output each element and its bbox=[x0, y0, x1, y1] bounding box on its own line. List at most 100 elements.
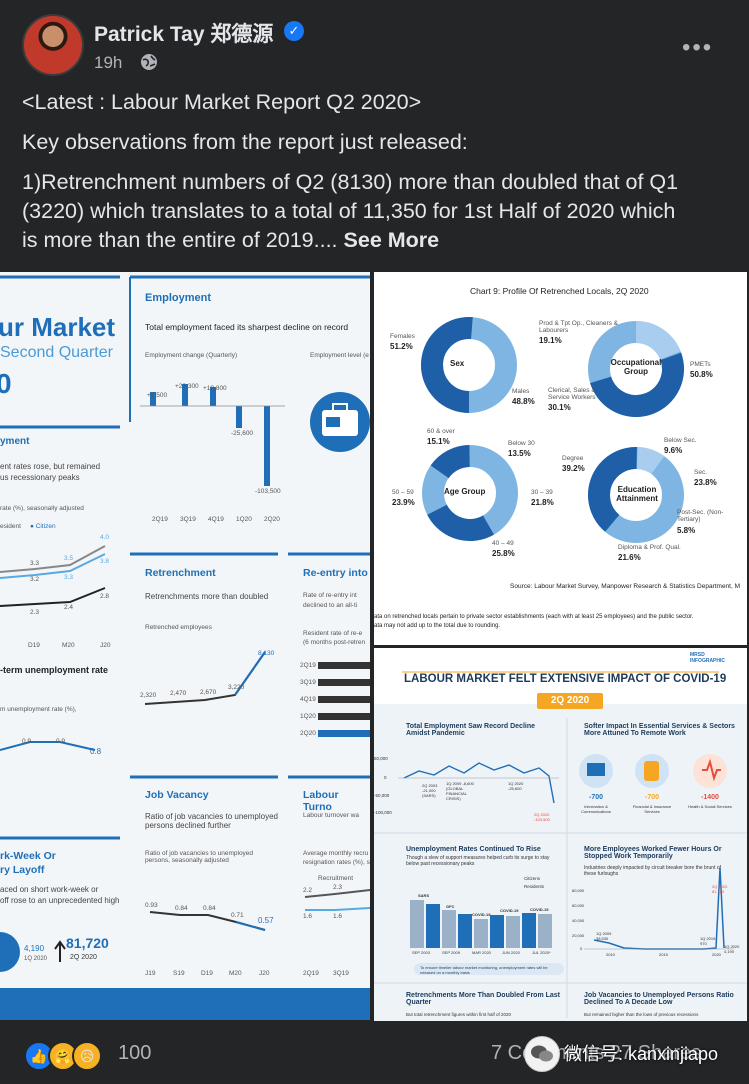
labour-market-infographic[interactable]: ur Market Second Quarter 0 Employment To… bbox=[0, 272, 370, 1020]
turnover-x: 2Q19 bbox=[303, 970, 319, 977]
covid-subtitle: 2Q 2020 bbox=[550, 695, 590, 706]
vacancy-value: 0.57 bbox=[258, 916, 274, 925]
s1-axis: 50,000 bbox=[374, 756, 388, 761]
unemployment-sub-3: rate (%), seasonally adjusted bbox=[0, 505, 84, 512]
s2-label: Health & Social Services bbox=[688, 804, 732, 809]
s1-annotation: 1Q 2009 -8,600 (GLOBAL FINANCIAL CRISIS) bbox=[446, 781, 474, 801]
turnover-value: 1.6 bbox=[333, 913, 343, 920]
chart9-source: Source: Labour Market Survey, Manpower R… bbox=[510, 583, 741, 590]
employment-level-label: Employment level (e bbox=[310, 352, 369, 359]
reaction-bar bbox=[0, 1024, 749, 1084]
post-time[interactable]: 19h bbox=[94, 53, 123, 72]
author-name[interactable]: Patrick Tay 郑德源 bbox=[94, 23, 274, 46]
turnover-value: 2.2 bbox=[303, 887, 313, 894]
s4-y: 80,000 bbox=[572, 888, 585, 893]
employment-subtitle: Total employment faced its sharpest decl… bbox=[145, 322, 349, 332]
reaction-count[interactable]: 100 bbox=[118, 1042, 152, 1064]
vacancy-value: 0.93 bbox=[145, 902, 158, 909]
s5-subtitle: But total retrenchment figures within fi… bbox=[406, 1012, 512, 1017]
reentry-q: 2Q20 bbox=[300, 730, 316, 737]
emp-value: +23,300 bbox=[175, 383, 199, 390]
unemp-value: 2.4 bbox=[64, 604, 74, 611]
s4-y: 0 bbox=[580, 946, 583, 951]
occ-clerical-name: Clerical, Sales & Service Workers bbox=[548, 387, 596, 401]
donut-sex-label: Sex bbox=[450, 359, 465, 368]
wechat-icon bbox=[524, 1036, 560, 1072]
employment-change-label: Employment change (Quarterly) bbox=[145, 352, 238, 359]
s3-x: MAR 2020 bbox=[472, 950, 491, 955]
sex-females-name: Females bbox=[390, 333, 415, 340]
donut-education-label: Education Attainment bbox=[616, 485, 658, 503]
labour-turnover-heading: Labour Turno bbox=[303, 789, 339, 813]
vacancy-value: 0.84 bbox=[203, 905, 216, 912]
edu-sec-name: Sec. bbox=[694, 469, 708, 476]
s3-subtitle: Though a slew of support measures helped… bbox=[406, 855, 550, 867]
author-avatar[interactable] bbox=[22, 14, 84, 76]
more-options-button[interactable]: ••• bbox=[682, 34, 714, 61]
s3-tag: COVID-19 bbox=[530, 907, 549, 912]
edu-degree-value: 39.2% bbox=[562, 464, 585, 473]
vacancy-x: M20 bbox=[229, 970, 242, 977]
post-line-1: <Latest : Labour Market Report Q2 2020> bbox=[22, 90, 422, 114]
vacancy-x: J20 bbox=[259, 970, 270, 977]
age-40-49-value: 25.8% bbox=[492, 549, 515, 558]
vacancy-x: J19 bbox=[145, 970, 156, 977]
reentry-q: 3Q19 bbox=[300, 679, 316, 686]
occ-pmets-name: PMETs bbox=[690, 361, 711, 368]
turnover-value: 1.6 bbox=[303, 913, 313, 920]
s2-label: Financial & Insurance Services bbox=[632, 804, 672, 814]
job-vacancy-label: Ratio of job vacancies to unemployed per… bbox=[145, 850, 254, 864]
s4-title: More Employees Worked Fewer Hours Or Sto… bbox=[584, 846, 722, 860]
vacancy-x: S19 bbox=[173, 970, 185, 977]
workweek-small-quarter: 1Q 2020 bbox=[24, 956, 48, 962]
emp-value: -25,600 bbox=[231, 430, 254, 437]
unemployment-sub-2: us recessionary peaks bbox=[0, 473, 80, 482]
retrenchment-sub: Retrenchments more than doubled bbox=[145, 592, 269, 601]
unemp-x: J20 bbox=[100, 642, 111, 649]
longterm-value: 0.8 bbox=[90, 747, 102, 756]
unemp-value: 2.8 bbox=[100, 593, 110, 600]
emp-quarter: 2Q20 bbox=[264, 516, 280, 523]
covid-impact-infographic[interactable]: MRSD INFOGRAPHIC LABOUR MARKET FELT EXTE… bbox=[374, 648, 747, 1021]
s3-tag: COVID-19 bbox=[500, 908, 519, 913]
edu-degree-name: Degree bbox=[562, 455, 584, 462]
covid-title: LABOUR MARKET FELT EXTENSIVE IMPACT OF C… bbox=[404, 673, 727, 685]
longterm-value: 0.9 bbox=[22, 738, 32, 745]
emp-quarter: 1Q20 bbox=[236, 516, 252, 523]
title-part-3: 0 bbox=[0, 368, 12, 399]
s5-title: Retrenchments More Than Doubled From Las… bbox=[406, 992, 561, 1006]
globe-icon bbox=[141, 54, 157, 70]
chart9-note-1: ata on retrenched locals pertain to priv… bbox=[374, 614, 694, 620]
longterm-value: 0.9 bbox=[56, 738, 66, 745]
s2-value: -700 bbox=[644, 794, 659, 801]
s3-note: To ensure timelier labour market monitor… bbox=[420, 965, 548, 975]
occ-prod-name: Prod & Tpt Op., Cleaners & Labourers bbox=[539, 320, 618, 334]
s3-x: JUN 2020 bbox=[502, 950, 520, 955]
retrench-value: 2,470 bbox=[170, 690, 187, 697]
emp-value: +19,800 bbox=[203, 385, 227, 392]
retrenched-profile-chart[interactable]: Chart 9: Profile Of Retrenched Locals, 2… bbox=[374, 272, 747, 645]
retrenchment-label: Retrenched employees bbox=[145, 624, 212, 631]
emp-quarter: 4Q19 bbox=[208, 516, 224, 523]
see-more-link[interactable]: See More bbox=[343, 228, 440, 252]
legend-citizen: ● Citizen bbox=[30, 523, 56, 530]
unemp-value: 4.0 bbox=[100, 534, 110, 541]
workweek-sub-2: off rose to an unprecedented high bbox=[0, 896, 120, 905]
title-part-1: ur Market bbox=[0, 312, 116, 342]
occ-pmets-value: 50.8% bbox=[690, 370, 713, 379]
s4-annotation: 1Q 2020 4,190 bbox=[724, 944, 740, 954]
s4-y: 20,000 bbox=[572, 933, 585, 938]
s4-x: 2015 bbox=[659, 952, 668, 957]
sad-reaction-icon[interactable]: 😥 bbox=[72, 1041, 102, 1071]
unemp-value: 3.3 bbox=[30, 560, 40, 567]
turnover-x: 3Q19 bbox=[333, 970, 349, 977]
edu-diploma-value: 21.6% bbox=[618, 553, 641, 562]
donut-age-label: Age Group bbox=[444, 487, 486, 496]
post-line-4: (3220) which translates to a total of 11… bbox=[22, 199, 676, 223]
like-reaction-icon[interactable]: 👍 bbox=[24, 1041, 54, 1071]
edu-belowsec-name: Below Sec. bbox=[664, 437, 697, 444]
age-60-name: 60 & over bbox=[427, 428, 455, 435]
s4-y: 40,000 bbox=[572, 918, 585, 923]
s2-label: Information & Communications bbox=[581, 804, 611, 814]
donut-occupational-label: Occupational Group bbox=[610, 358, 662, 376]
